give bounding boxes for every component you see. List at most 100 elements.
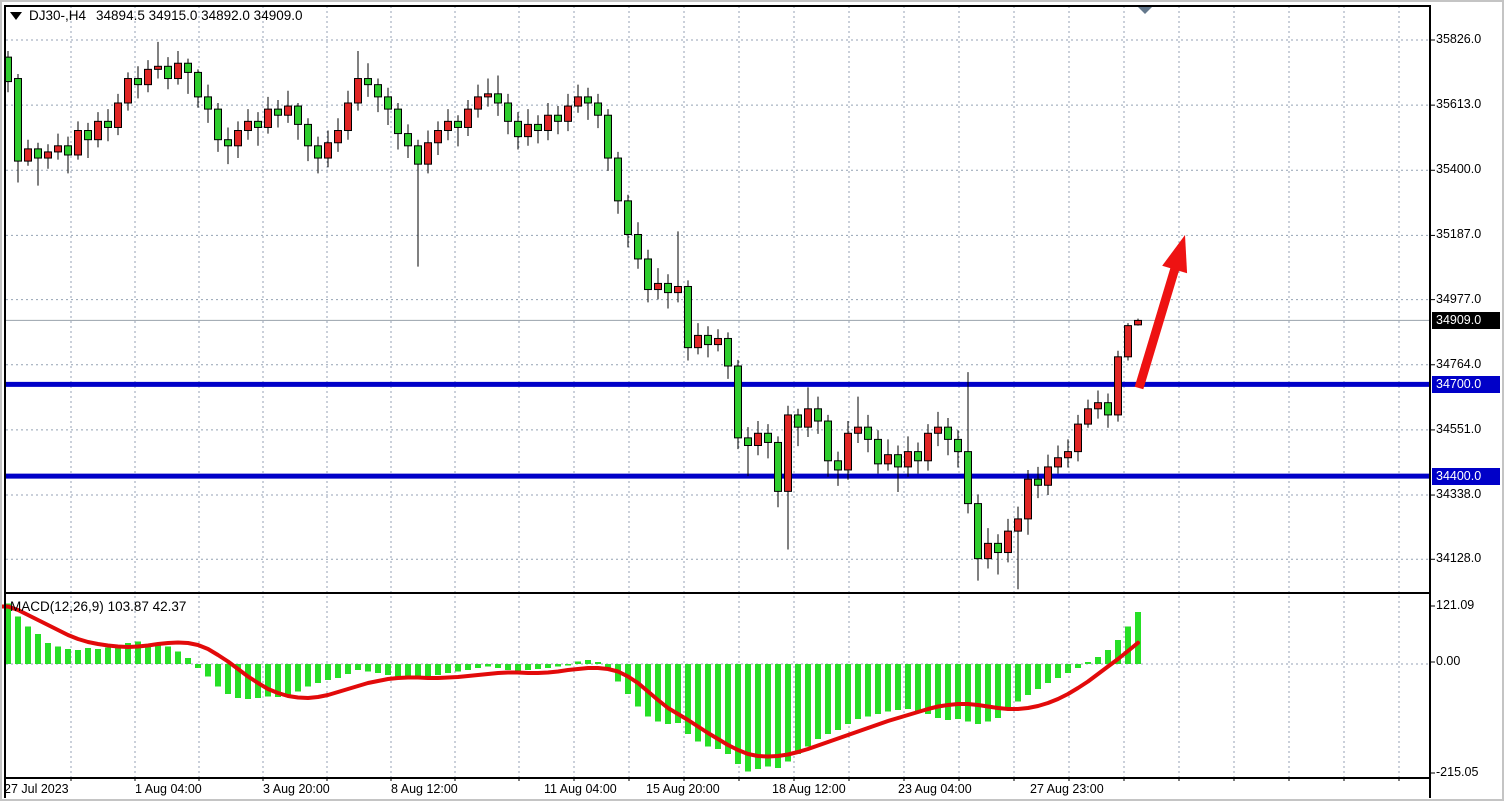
trend-arrow-head[interactable] xyxy=(1162,235,1188,274)
macd-histogram-bar xyxy=(185,658,191,664)
macd-histogram-bar xyxy=(555,664,561,667)
candle xyxy=(1114,356,1122,416)
macd-histogram-bar xyxy=(85,648,91,664)
ohlc-quote: 34894.5 34915.0 34892.0 34909.0 xyxy=(96,8,303,23)
candle xyxy=(124,78,132,104)
macd-histogram-bar xyxy=(275,664,281,697)
macd-histogram-bar xyxy=(425,664,431,677)
candle xyxy=(714,337,722,346)
candle xyxy=(104,120,112,128)
macd-histogram-bar xyxy=(755,664,761,769)
macd-histogram-bar xyxy=(375,664,381,673)
macd-axis-label: 0.00 xyxy=(1436,654,1461,668)
macd-histogram-bar xyxy=(1065,664,1071,673)
time-axis-label: 18 Aug 12:00 xyxy=(772,782,846,796)
macd-histogram-bar xyxy=(1005,664,1011,708)
macd-histogram-bar xyxy=(325,664,331,680)
candle xyxy=(254,120,262,128)
macd-histogram-bar xyxy=(665,664,671,724)
macd-histogram-bar xyxy=(1055,664,1061,678)
candle xyxy=(14,78,22,162)
macd-histogram-bar xyxy=(865,664,871,717)
candle xyxy=(784,414,792,492)
candle xyxy=(654,282,662,291)
price-axis-label: 35400.0 xyxy=(1436,162,1482,177)
macd-histogram-bar xyxy=(605,664,611,669)
price-axis-label: 35826.0 xyxy=(1436,32,1482,46)
macd-histogram-bar xyxy=(1115,640,1121,664)
macd-histogram-bar xyxy=(1105,650,1111,664)
candle xyxy=(394,108,402,135)
candle xyxy=(174,62,182,80)
candle xyxy=(874,438,882,465)
macd-histogram-bar xyxy=(785,664,791,762)
candle xyxy=(344,102,352,132)
candle xyxy=(404,133,412,147)
candle xyxy=(504,102,512,122)
macd-histogram-bar xyxy=(805,664,811,747)
macd-histogram-bar xyxy=(675,664,681,723)
macd-histogram-bar xyxy=(1025,664,1031,695)
candle xyxy=(1124,325,1132,358)
macd-histogram-bar xyxy=(965,664,971,722)
macd-histogram-bar xyxy=(475,664,481,668)
macd-histogram-bar xyxy=(215,664,221,687)
candle xyxy=(604,114,612,159)
candle xyxy=(214,108,222,141)
macd-histogram-bar xyxy=(495,664,501,668)
candle xyxy=(614,157,622,202)
macd-histogram-bar xyxy=(175,651,181,664)
macd-histogram-bar xyxy=(95,649,101,664)
macd-histogram-bar xyxy=(485,664,491,667)
candle xyxy=(584,96,592,104)
candle xyxy=(1024,478,1032,520)
time-axis-label: 8 Aug 12:00 xyxy=(391,782,458,796)
macd-histogram-bar xyxy=(385,664,391,675)
macd-histogram-bar xyxy=(525,664,531,670)
candle xyxy=(64,145,72,156)
symbol-quote-bar: DJ30-,H4 34894.5 34915.0 34892.0 34909.0 xyxy=(10,8,302,23)
macd-histogram-bar xyxy=(945,664,951,720)
candle xyxy=(1074,423,1082,453)
macd-histogram-bar xyxy=(895,664,901,710)
macd-histogram-bar xyxy=(145,644,151,664)
macd-histogram-bar xyxy=(335,664,341,678)
macd-histogram-bar xyxy=(125,643,131,664)
macd-histogram-bar xyxy=(155,643,161,664)
macd-histogram-bar xyxy=(995,664,1001,718)
macd-histogram-bar xyxy=(565,664,571,666)
macd-histogram-bar xyxy=(265,664,271,697)
macd-name: MACD(12,26,9) xyxy=(10,599,104,614)
time-axis-label: 27 Jul 2023 xyxy=(4,782,69,796)
macd-histogram-bar xyxy=(115,645,121,664)
symbol-dropdown-icon[interactable] xyxy=(10,12,22,21)
candle xyxy=(154,65,162,70)
macd-histogram-bar xyxy=(345,664,351,674)
macd-histogram-bar xyxy=(1035,664,1041,689)
macd-histogram-bar xyxy=(205,664,211,677)
candle xyxy=(664,282,672,294)
candle xyxy=(114,102,122,128)
macd-histogram-bar xyxy=(295,664,301,692)
candle xyxy=(724,337,732,367)
candle xyxy=(804,408,812,428)
macd-histogram-bar xyxy=(875,664,881,714)
trend-arrow-shaft[interactable] xyxy=(1134,260,1182,390)
candle xyxy=(414,145,422,165)
candle xyxy=(754,432,762,447)
price-axis-label: 34764.0 xyxy=(1436,356,1482,371)
candle xyxy=(234,130,242,147)
macd-signal-line xyxy=(2,604,1140,759)
candle xyxy=(244,120,252,132)
scroll-marker-icon[interactable] xyxy=(1137,6,1153,14)
candle xyxy=(224,139,232,147)
macd-histogram-bar xyxy=(775,664,781,768)
macd-histogram-bar xyxy=(165,646,171,664)
candle xyxy=(994,542,1002,554)
time-axis-label: 1 Aug 04:00 xyxy=(135,782,202,796)
macd-histogram-bar xyxy=(985,664,991,722)
candle xyxy=(1014,518,1022,532)
candle xyxy=(314,145,322,159)
candle xyxy=(444,120,452,132)
